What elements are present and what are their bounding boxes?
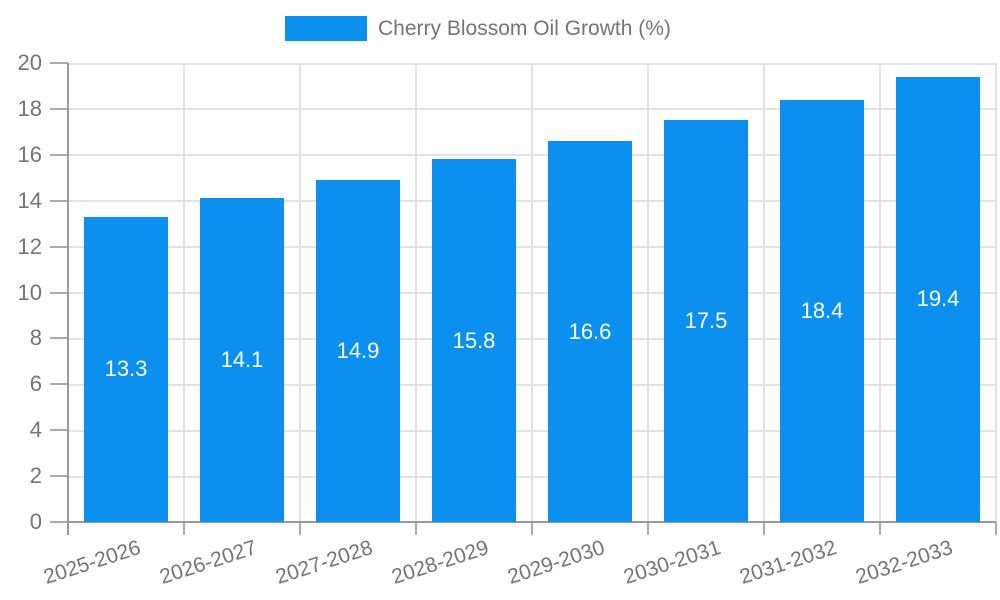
x-tick bbox=[299, 522, 301, 535]
y-tick bbox=[50, 291, 68, 294]
x-tick-label: 2032-2033 bbox=[852, 536, 956, 589]
y-tick bbox=[50, 475, 68, 478]
x-tick-label: 2027-2028 bbox=[272, 536, 376, 589]
y-tick bbox=[50, 199, 68, 202]
gridline-vertical bbox=[763, 63, 765, 522]
y-tick-label: 18 bbox=[17, 95, 42, 121]
gridline-vertical bbox=[647, 63, 649, 522]
legend-swatch bbox=[285, 16, 367, 41]
y-tick-label: 16 bbox=[17, 141, 42, 167]
x-tick-label: 2026-2027 bbox=[156, 536, 260, 589]
gridline-vertical bbox=[183, 63, 185, 522]
y-tick-label: 12 bbox=[17, 233, 42, 259]
gridline-vertical bbox=[995, 63, 997, 522]
y-tick bbox=[50, 245, 68, 248]
y-tick bbox=[50, 62, 68, 64]
x-tick bbox=[183, 522, 185, 535]
y-tick bbox=[50, 383, 68, 386]
y-axis-line bbox=[67, 63, 69, 535]
x-tick bbox=[879, 522, 881, 535]
gridline-vertical bbox=[415, 63, 417, 522]
y-tick bbox=[50, 521, 68, 523]
x-tick bbox=[531, 522, 533, 535]
x-tick bbox=[647, 522, 649, 535]
y-tick bbox=[50, 429, 68, 432]
bar[interactable] bbox=[200, 198, 284, 522]
y-tick bbox=[50, 107, 68, 110]
legend-item[interactable]: Cherry Blossom Oil Growth (%) bbox=[285, 16, 671, 41]
x-tick bbox=[995, 522, 997, 535]
bar[interactable] bbox=[780, 99, 864, 522]
x-tick bbox=[415, 522, 417, 535]
bar[interactable] bbox=[548, 141, 632, 522]
gridline-vertical bbox=[879, 63, 881, 522]
x-tick-label: 2025-2026 bbox=[40, 536, 144, 589]
x-tick-label: 2030-2031 bbox=[620, 536, 724, 589]
y-tick-label: 2 bbox=[29, 463, 42, 489]
bar[interactable] bbox=[84, 216, 168, 522]
y-tick-label: 14 bbox=[17, 187, 42, 213]
gridline-vertical bbox=[299, 63, 301, 522]
bar[interactable] bbox=[896, 76, 980, 522]
x-tick-label: 2028-2029 bbox=[388, 536, 492, 589]
x-tick-label: 2031-2032 bbox=[736, 536, 840, 589]
y-tick bbox=[50, 153, 68, 156]
legend-label: Cherry Blossom Oil Growth (%) bbox=[378, 16, 671, 40]
y-tick-label: 0 bbox=[29, 509, 42, 534]
x-axis-line bbox=[68, 521, 996, 523]
bar[interactable] bbox=[664, 120, 748, 522]
x-tick bbox=[763, 522, 765, 535]
y-tick bbox=[50, 337, 68, 340]
x-tick-label: 2029-2030 bbox=[504, 536, 608, 589]
y-tick-label: 6 bbox=[29, 371, 42, 397]
gridline-vertical bbox=[531, 63, 533, 522]
y-tick-label: 20 bbox=[17, 50, 42, 75]
y-tick-label: 4 bbox=[29, 417, 42, 443]
y-tick-label: 10 bbox=[17, 279, 42, 305]
bar[interactable] bbox=[432, 159, 516, 522]
bar[interactable] bbox=[316, 180, 400, 522]
y-tick-label: 8 bbox=[29, 325, 42, 351]
